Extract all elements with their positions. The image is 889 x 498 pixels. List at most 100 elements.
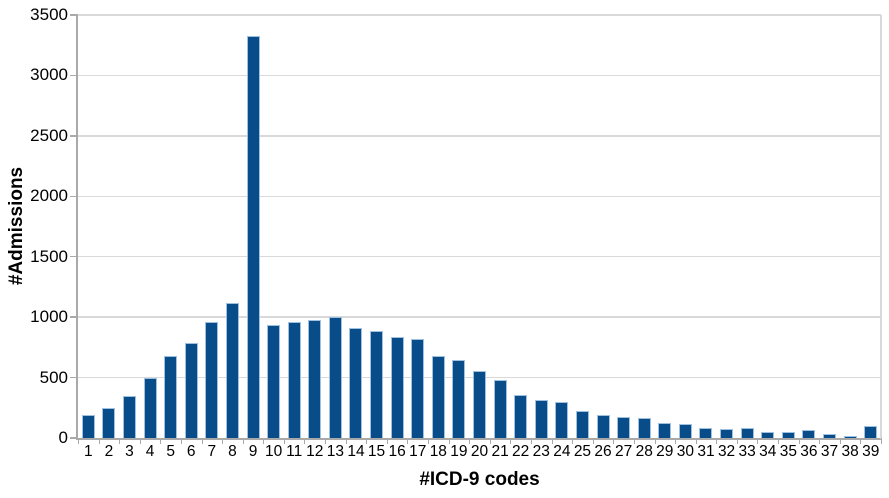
y-tick bbox=[70, 437, 78, 439]
x-tick bbox=[180, 438, 182, 444]
x-tick bbox=[613, 438, 615, 444]
y-axis-title: #Admissions bbox=[6, 166, 27, 286]
x-axis-label: 2 bbox=[104, 443, 114, 460]
x-axis-label: 13 bbox=[326, 443, 344, 460]
x-axis-label: 36 bbox=[800, 443, 818, 460]
x-axis-label: 28 bbox=[635, 443, 653, 460]
x-axis-label: 32 bbox=[717, 443, 736, 460]
bar bbox=[246, 36, 260, 438]
x-axis-label: 22 bbox=[512, 443, 530, 460]
x-axis-label: 21 bbox=[491, 443, 509, 460]
bar bbox=[308, 320, 322, 438]
x-tick bbox=[98, 438, 100, 444]
x-tick bbox=[139, 438, 141, 444]
y-axis-label: 2500 bbox=[30, 125, 68, 145]
bar bbox=[431, 356, 445, 438]
x-tick bbox=[757, 438, 759, 444]
plot-right-border bbox=[880, 15, 882, 439]
x-axis-title: #ICD-9 codes bbox=[419, 469, 540, 490]
x-axis-label: 16 bbox=[388, 443, 406, 460]
bar bbox=[864, 426, 878, 438]
gridline-2500 bbox=[78, 135, 881, 137]
bar bbox=[287, 322, 301, 438]
x-axis-label: 11 bbox=[286, 443, 303, 460]
bar bbox=[843, 435, 857, 438]
bar bbox=[102, 408, 116, 438]
bar bbox=[761, 431, 775, 438]
bar bbox=[328, 317, 342, 438]
x-tick bbox=[78, 438, 79, 444]
y-tick bbox=[70, 74, 78, 77]
x-axis-label: 7 bbox=[207, 443, 217, 460]
bar bbox=[205, 321, 219, 438]
x-axis-label: 14 bbox=[347, 443, 365, 460]
gridline-3000 bbox=[78, 74, 881, 77]
y-tick bbox=[70, 135, 78, 137]
x-axis-label: 30 bbox=[676, 443, 695, 460]
bar bbox=[493, 379, 507, 438]
x-tick bbox=[283, 438, 285, 444]
x-axis-label: 39 bbox=[862, 443, 880, 460]
x-axis-label: 24 bbox=[553, 443, 571, 460]
bar bbox=[658, 422, 672, 438]
bar bbox=[452, 359, 466, 438]
bar bbox=[699, 427, 713, 438]
bar bbox=[781, 431, 795, 438]
x-tick bbox=[633, 438, 635, 444]
x-axis-label: 15 bbox=[367, 443, 386, 460]
x-tick bbox=[428, 438, 430, 444]
gridline-1500 bbox=[78, 255, 881, 258]
bar bbox=[740, 428, 754, 438]
bar bbox=[411, 339, 425, 438]
x-tick bbox=[304, 438, 306, 444]
y-axis-label: 500 bbox=[39, 367, 68, 387]
x-axis-line bbox=[76, 438, 882, 440]
x-tick bbox=[489, 438, 491, 444]
x-axis-label: 35 bbox=[779, 443, 797, 460]
x-tick bbox=[778, 438, 780, 444]
bar bbox=[534, 399, 548, 438]
x-tick bbox=[345, 438, 347, 444]
x-axis-label: 18 bbox=[429, 443, 447, 460]
x-tick bbox=[572, 438, 574, 444]
y-axis-label: 2000 bbox=[30, 186, 68, 206]
x-tick bbox=[119, 438, 121, 444]
x-axis-label: 20 bbox=[470, 443, 489, 460]
y-axis-label: 3000 bbox=[30, 65, 68, 85]
x-tick bbox=[407, 438, 409, 444]
x-axis-label: 6 bbox=[186, 443, 196, 460]
x-tick bbox=[592, 438, 594, 444]
y-tick bbox=[70, 316, 78, 318]
x-axis-label: 27 bbox=[615, 443, 633, 460]
x-tick bbox=[551, 438, 553, 444]
x-tick bbox=[839, 438, 841, 444]
bar bbox=[720, 428, 734, 438]
y-axis-label: 3500 bbox=[30, 5, 68, 24]
y-axis-line bbox=[76, 14, 78, 438]
plot-area bbox=[78, 14, 881, 438]
x-tick bbox=[695, 438, 697, 444]
x-axis-label: 4 bbox=[145, 443, 155, 460]
y-axis-label: 0 bbox=[58, 428, 68, 447]
bar bbox=[349, 328, 363, 438]
x-tick bbox=[386, 438, 388, 444]
bar bbox=[575, 410, 589, 438]
x-tick bbox=[325, 438, 327, 444]
x-axis-label: 26 bbox=[594, 443, 612, 460]
x-axis-label: 3 bbox=[125, 443, 134, 460]
bar bbox=[184, 342, 198, 438]
x-tick bbox=[469, 438, 471, 444]
x-axis-label: 31 bbox=[697, 443, 715, 460]
x-tick bbox=[736, 438, 738, 444]
y-tick bbox=[70, 195, 78, 198]
bar bbox=[370, 330, 384, 438]
x-axis-label: 38 bbox=[841, 443, 859, 460]
x-tick bbox=[675, 438, 677, 444]
x-tick bbox=[819, 438, 821, 444]
bar bbox=[164, 356, 178, 438]
y-tick bbox=[70, 376, 78, 379]
x-axis-label: 29 bbox=[656, 443, 674, 460]
bar bbox=[143, 377, 157, 438]
bar bbox=[267, 324, 281, 438]
